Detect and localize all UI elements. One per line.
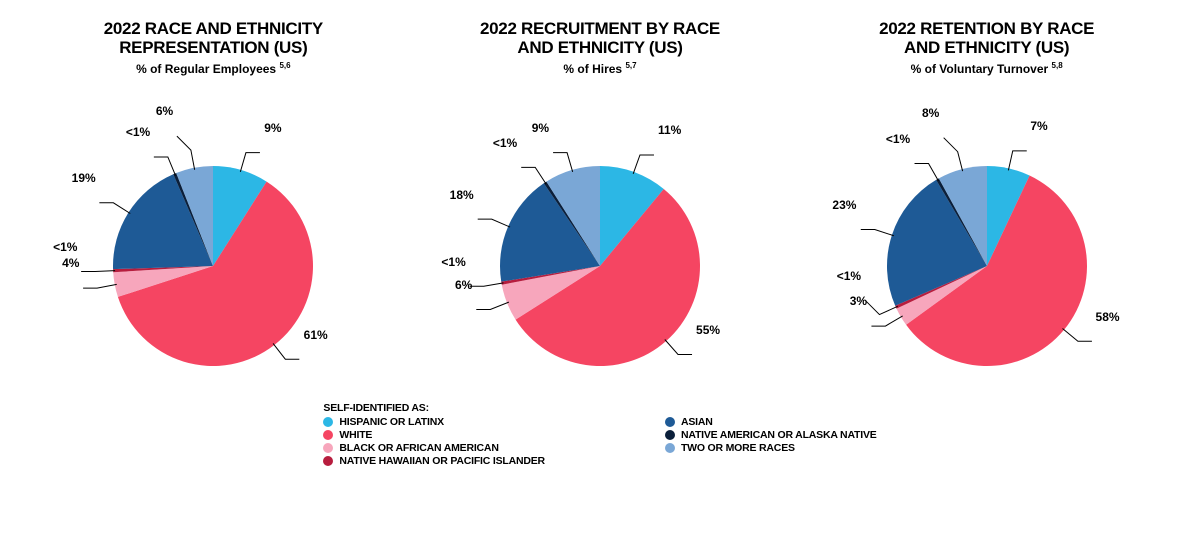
- subtitle-sup: 5,7: [625, 61, 636, 70]
- charts-row: 2022 RACE AND ETHNICITY REPRESENTATION (…: [20, 20, 1180, 382]
- subtitle-text: % of Voluntary Turnover: [911, 62, 1049, 76]
- callout-line: [177, 136, 195, 170]
- legend-col-1: HISPANIC OR LATINXWHITEBLACK OR AFRICAN …: [323, 416, 545, 467]
- legend: SELF-IDENTIFIED AS: HISPANIC OR LATINXWH…: [20, 402, 1180, 467]
- callout-line: [273, 344, 299, 360]
- chart-panel-recruitment: 2022 RECRUITMENT BY RACE AND ETHNICITY (…: [420, 20, 780, 382]
- callout-line: [241, 153, 261, 172]
- legend-swatch: [323, 456, 333, 466]
- pie-chart-representation: 9%61%4%<1%19%<1%6%: [43, 82, 383, 382]
- chart-subtitle: % of Regular Employees 5,6: [136, 61, 291, 76]
- legend-item-native: NATIVE AMERICAN OR ALASKA NATIVE: [665, 429, 877, 441]
- title-line1: 2022 RECRUITMENT BY RACE: [480, 19, 720, 38]
- callout-line: [476, 302, 509, 309]
- callout-line: [633, 155, 654, 174]
- chart-subtitle: % of Voluntary Turnover 5,8: [911, 61, 1063, 76]
- legend-swatch: [323, 430, 333, 440]
- legend-item-two: TWO OR MORE RACES: [665, 442, 877, 454]
- legend-item-white: WHITE: [323, 429, 545, 441]
- subtitle-text: % of Hires: [563, 62, 622, 76]
- pie-chart-retention: 7%58%3%<1%23%<1%8%: [817, 82, 1157, 382]
- callout-line: [553, 153, 573, 172]
- legend-item-asian: ASIAN: [665, 416, 877, 428]
- callout-line: [1008, 151, 1026, 171]
- pie-chart-recruitment: 11%55%6%<1%18%<1%9%: [430, 82, 770, 382]
- legend-label: BLACK OR AFRICAN AMERICAN: [339, 442, 498, 454]
- callout-line: [860, 230, 893, 236]
- legend-swatch: [665, 417, 675, 427]
- callout-line: [521, 168, 546, 185]
- chart-title: 2022 RACE AND ETHNICITY REPRESENTATION (…: [104, 20, 323, 57]
- callout-line: [154, 157, 176, 175]
- legend-label: WHITE: [339, 429, 372, 441]
- subtitle-text: % of Regular Employees: [136, 62, 276, 76]
- legend-label: HISPANIC OR LATINX: [339, 416, 444, 428]
- title-line1: 2022 RACE AND ETHNICITY: [104, 19, 323, 38]
- callout-line: [100, 203, 131, 214]
- legend-columns: HISPANIC OR LATINXWHITEBLACK OR AFRICAN …: [323, 416, 876, 467]
- legend-label: NATIVE AMERICAN OR ALASKA NATIVE: [681, 429, 877, 441]
- title-line2: REPRESENTATION (US): [119, 38, 307, 57]
- chart-panel-retention: 2022 RETENTION BY RACE AND ETHNICITY (US…: [807, 20, 1167, 382]
- chart-title: 2022 RETENTION BY RACE AND ETHNICITY (US…: [879, 20, 1094, 57]
- title-line2: AND ETHNICITY (US): [904, 38, 1069, 57]
- legend-item-hispanic: HISPANIC OR LATINX: [323, 416, 545, 428]
- legend-item-pacific: NATIVE HAWAIIAN OR PACIFIC ISLANDER: [323, 455, 545, 467]
- pie-svg: [817, 106, 1157, 406]
- legend-item-black: BLACK OR AFRICAN AMERICAN: [323, 442, 545, 454]
- pie-svg: [43, 106, 383, 406]
- chart-title: 2022 RECRUITMENT BY RACE AND ETHNICITY (…: [480, 20, 720, 57]
- legend-swatch: [323, 443, 333, 453]
- chart-subtitle: % of Hires 5,7: [563, 61, 636, 76]
- callout-line: [665, 340, 692, 355]
- title-line1: 2022 RETENTION BY RACE: [879, 19, 1094, 38]
- callout-line: [83, 285, 117, 289]
- subtitle-sup: 5,6: [279, 61, 290, 70]
- callout-line: [865, 301, 897, 315]
- chart-panel-representation: 2022 RACE AND ETHNICITY REPRESENTATION (…: [33, 20, 393, 382]
- legend-swatch: [665, 443, 675, 453]
- title-line2: AND ETHNICITY (US): [517, 38, 682, 57]
- legend-swatch: [323, 417, 333, 427]
- legend-label: ASIAN: [681, 416, 713, 428]
- legend-col-2: ASIANNATIVE AMERICAN OR ALASKA NATIVETWO…: [665, 416, 877, 467]
- legend-swatch: [665, 430, 675, 440]
- callout-line: [81, 271, 115, 272]
- callout-line: [914, 164, 938, 181]
- pie-svg: [430, 106, 770, 406]
- callout-line: [871, 316, 902, 326]
- callout-line: [1062, 329, 1091, 342]
- callout-line: [470, 283, 504, 286]
- callout-line: [478, 220, 510, 228]
- legend-label: NATIVE HAWAIIAN OR PACIFIC ISLANDER: [339, 455, 545, 467]
- subtitle-sup: 5,8: [1052, 61, 1063, 70]
- callout-line: [943, 138, 962, 171]
- legend-label: TWO OR MORE RACES: [681, 442, 795, 454]
